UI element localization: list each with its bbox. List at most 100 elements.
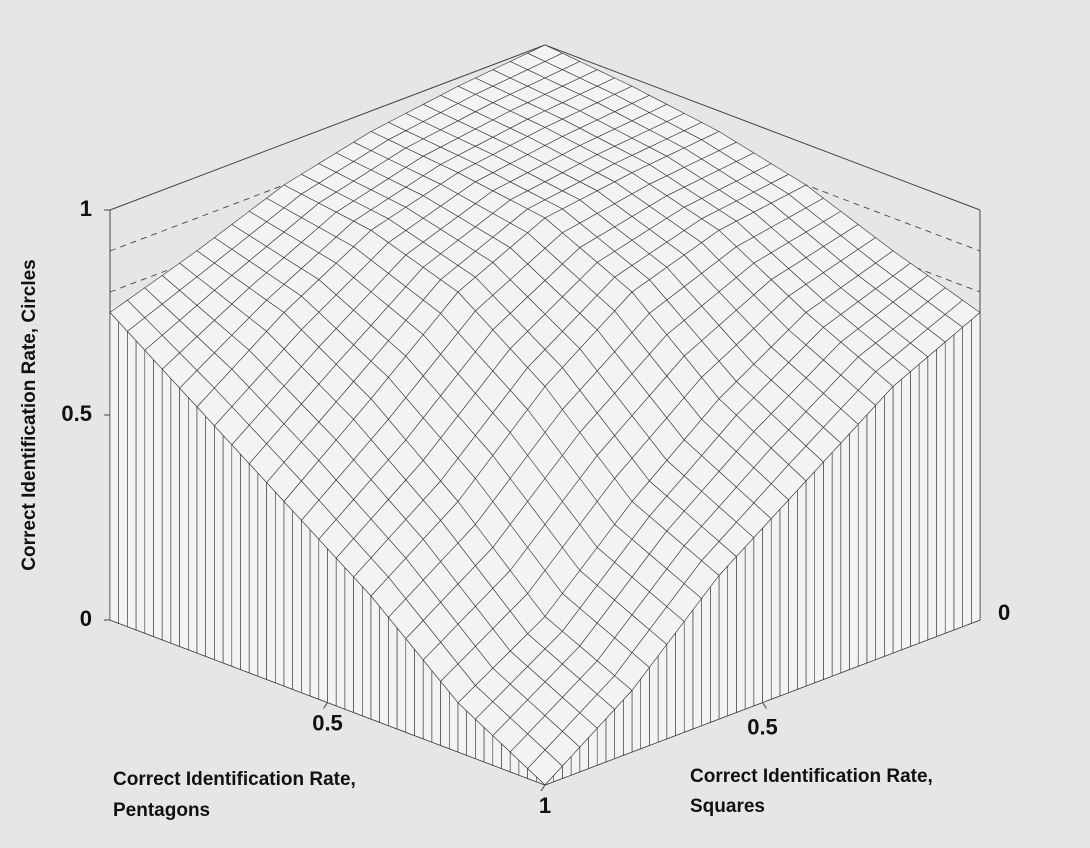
surface-skirt: [240, 453, 250, 674]
surface-skirt: [318, 538, 328, 703]
surface-skirt: [414, 648, 424, 740]
surface-skirt: [892, 378, 903, 654]
surface-skirt: [970, 311, 981, 624]
surface-skirt: [170, 377, 180, 647]
x-axis-label: Pentagons: [113, 800, 210, 821]
surface-skirt: [127, 330, 137, 631]
surface-skirt: [857, 414, 868, 667]
surface-skirt: [936, 341, 946, 637]
x-tick-label: 0.5: [312, 710, 343, 735]
surface-skirt: [144, 349, 154, 637]
surface-skirt: [188, 396, 198, 654]
surface-skirt: [231, 444, 241, 670]
surface-skirt: [727, 555, 737, 717]
surface-skirt: [457, 702, 468, 756]
box-edge: [109, 44, 546, 211]
surface-skirt: [222, 434, 233, 667]
surface-skirt: [301, 519, 311, 697]
surface-skirt: [953, 326, 963, 631]
surface-skirt: [109, 311, 119, 624]
surface-skirt: [709, 574, 720, 723]
surface-skirt: [849, 423, 859, 670]
surface-skirt: [605, 708, 615, 763]
surface-skirt: [631, 678, 642, 753]
surface-skirt: [944, 334, 955, 634]
surface-skirt: [466, 710, 476, 760]
surface-skirt: [388, 616, 398, 730]
surface-skirt: [535, 776, 546, 786]
z-axis-label: Correct Identification Rate, Circles: [19, 259, 40, 570]
z-tick-label: 0: [998, 600, 1010, 625]
z-tick-label: 0.5: [61, 401, 92, 426]
surface-skirt: [779, 499, 789, 697]
y-axis-label: Squares: [690, 796, 765, 817]
surface-skirt: [918, 356, 929, 644]
surface-skirt: [292, 510, 302, 694]
surface-skirt: [353, 576, 363, 717]
surface-skirt: [361, 585, 372, 720]
surface-skirt: [744, 536, 755, 710]
surface-skirt: [683, 609, 694, 733]
surface-skirt: [649, 655, 659, 746]
x-tick-label: 1: [539, 793, 551, 818]
y-tick: [762, 702, 767, 709]
surface-skirt: [753, 527, 763, 707]
surface-skirt: [370, 595, 381, 723]
surface-skirt: [823, 451, 833, 680]
surface-skirt: [901, 371, 911, 651]
surface-skirt: [770, 508, 781, 700]
surface-skirt: [866, 404, 876, 664]
surface-skirt: [379, 605, 389, 727]
surface-skirt: [205, 415, 215, 661]
surface-skirt: [788, 489, 798, 694]
surface-skirt: [762, 518, 772, 703]
surface-skirt: [422, 659, 433, 743]
surface-skirt: [196, 406, 206, 657]
surface-skirt: [805, 470, 816, 687]
surface-skirt: [701, 586, 711, 727]
surface-skirt: [440, 680, 450, 750]
surface-skirt: [448, 691, 459, 753]
surface-skirt: [927, 348, 937, 641]
surface-skirt: [257, 472, 267, 680]
surface-skirt: [657, 643, 668, 743]
surface-skirt: [274, 491, 285, 687]
surface-skirt: [875, 395, 885, 661]
surface-skirt: [692, 597, 702, 730]
surface-skirt: [431, 669, 441, 746]
surface-skirt: [544, 774, 555, 786]
surface-skirt: [814, 461, 824, 684]
surface-skirt: [266, 481, 276, 684]
surface-skirt: [309, 529, 320, 700]
surface-skirt: [396, 627, 407, 733]
surface-skirt: [883, 385, 894, 657]
surface-skirt: [962, 319, 972, 628]
surface-skirt: [153, 359, 163, 641]
surface-skirt: [344, 566, 354, 713]
y-tick-label: 0.5: [747, 714, 778, 739]
x-axis-label: Correct Identification Rate,: [113, 769, 356, 790]
surface-skirt: [248, 462, 259, 677]
surface-skirt: [736, 546, 746, 713]
surface-skirt: [283, 500, 294, 690]
surface-skirt: [135, 340, 146, 634]
box-edge: [544, 44, 981, 211]
surface-skirt: [666, 632, 676, 740]
surface-skirt: [910, 363, 920, 647]
z-tick-label: 0: [80, 606, 92, 631]
surface-skirt: [840, 433, 850, 674]
surface-skirt: [831, 442, 842, 677]
surface-skirt: [405, 637, 415, 736]
surface-skirt: [214, 425, 224, 664]
surface-skirt: [179, 387, 189, 651]
surface-skirt: [622, 689, 633, 756]
surface-skirt: [675, 620, 685, 736]
y-axis-label: Correct Identification Rate,: [690, 766, 933, 787]
x-tick: [540, 784, 546, 792]
surface-skirt: [161, 368, 172, 644]
surface-skirt: [118, 321, 128, 628]
surface-skirt: [796, 480, 807, 690]
surface-skirt: [718, 565, 729, 720]
surface-skirt: [327, 548, 337, 707]
